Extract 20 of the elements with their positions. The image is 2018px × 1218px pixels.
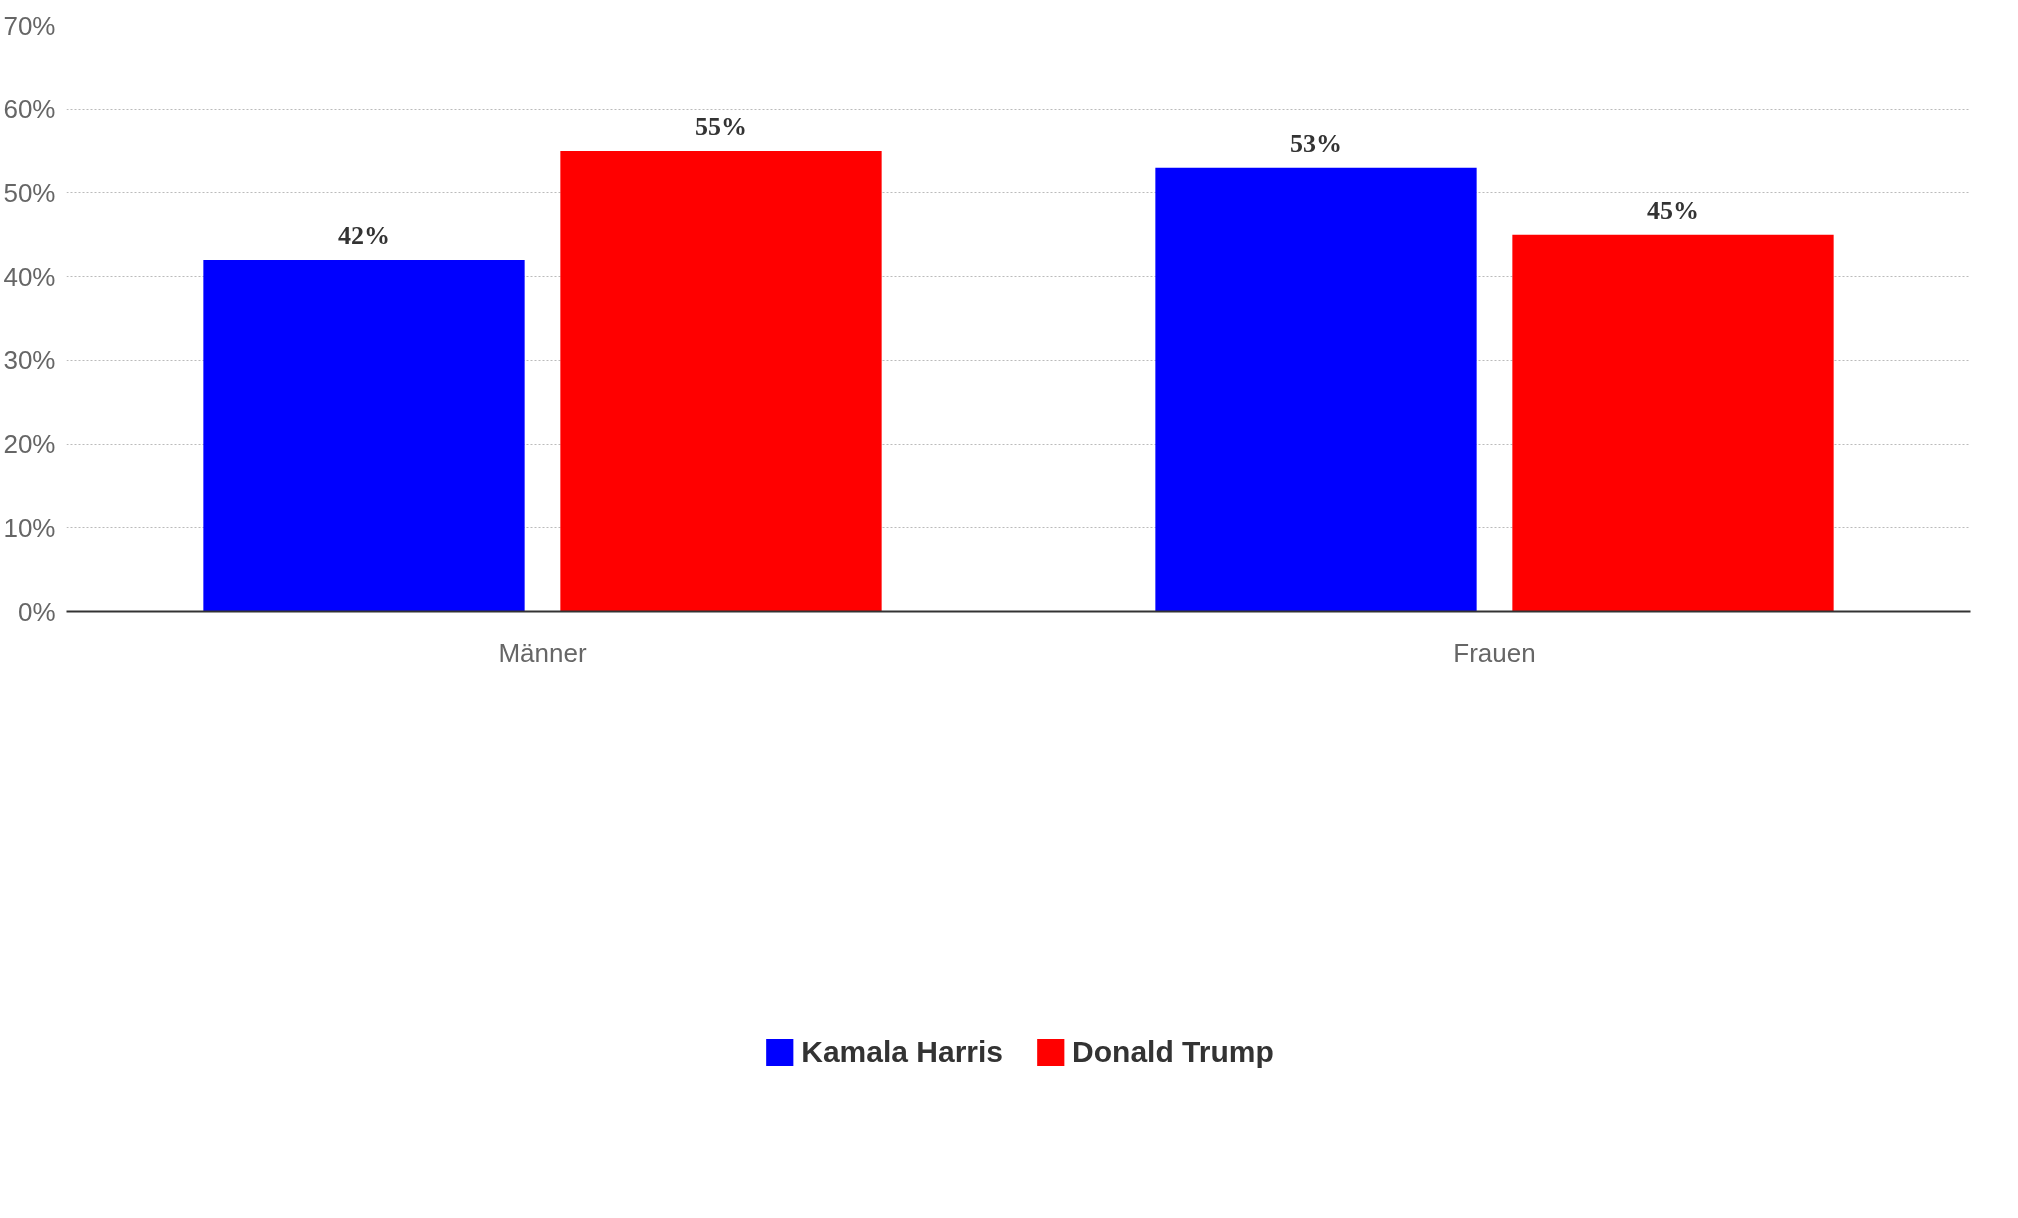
- legend-label: Kamala Harris: [801, 1034, 1004, 1069]
- y-tick-label: 70%: [3, 10, 56, 41]
- y-tick-label: 30%: [3, 345, 56, 376]
- y-tick-label: 10%: [3, 512, 56, 543]
- bar: [1512, 234, 1834, 612]
- bar: [203, 259, 525, 612]
- text: 55%: [695, 112, 747, 142]
- x-tick-label: Frauen: [1453, 637, 1536, 668]
- text: 42%: [338, 220, 390, 250]
- text: 53%: [1290, 128, 1342, 158]
- bar: [560, 151, 882, 612]
- text: 45%: [1647, 195, 1699, 225]
- x-tick-label: Männer: [498, 637, 587, 668]
- bar: [1155, 167, 1477, 612]
- y-tick-label: 0%: [17, 596, 56, 627]
- y-tick-label: 60%: [3, 94, 56, 125]
- y-tick-label: 20%: [3, 429, 56, 460]
- y-tick-label: 40%: [3, 261, 56, 292]
- y-tick-label: 50%: [3, 177, 56, 208]
- legend-label: Donald Trump: [1072, 1034, 1274, 1069]
